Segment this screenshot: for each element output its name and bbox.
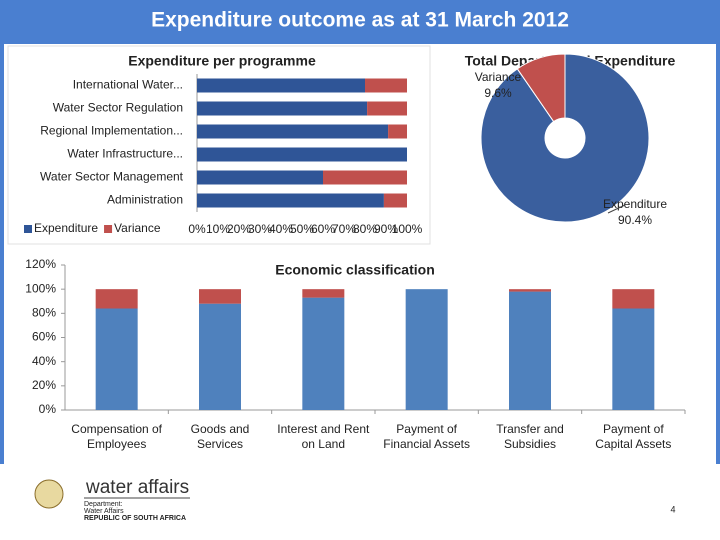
x-tick-label: Transfer and Subsidies — [496, 422, 564, 451]
y-tick-label: International Water... — [73, 78, 183, 92]
title-bar — [0, 0, 720, 44]
bar-segment — [302, 297, 345, 410]
bar-segment — [197, 101, 368, 116]
x-tick-box: Compensation of Employees — [71, 422, 163, 451]
x-tick-label: Goods and Services — [190, 422, 250, 451]
bar-segment — [509, 291, 551, 410]
bar-segment — [197, 147, 407, 162]
y-tick-label: 0% — [39, 402, 57, 416]
y-tick-label: Water Sector Management — [40, 170, 184, 184]
x-tick-label: 80% — [353, 222, 377, 236]
y-tick-label: 60% — [32, 330, 56, 344]
x-tick-box: Payment of Capital Assets — [595, 422, 672, 451]
bar-segment — [367, 101, 407, 116]
donut-slice — [480, 53, 650, 223]
bar-segment — [95, 289, 138, 309]
y-tick-label: Water Infrastructure... — [67, 147, 183, 161]
logo-line: Water Affairs — [84, 508, 124, 515]
bar-segment — [388, 124, 407, 139]
logo-line: Department: — [84, 501, 123, 508]
x-tick-label: 10% — [206, 222, 230, 236]
x-tick-label: Payment of Capital Assets — [595, 422, 672, 451]
x-tick-box: Goods and Services — [190, 422, 250, 451]
x-tick-label: 90% — [374, 222, 398, 236]
x-tick-label: 60% — [311, 222, 335, 236]
x-tick-label: 50% — [290, 222, 314, 236]
legend-label: Variance — [114, 221, 161, 235]
bar-segment — [405, 289, 448, 410]
y-tick-label: 120% — [25, 257, 56, 271]
x-tick-box: Transfer and Subsidies — [496, 422, 564, 451]
chart-title: Expenditure per programme — [128, 53, 316, 69]
x-tick-label: 0% — [188, 222, 206, 236]
x-tick-label: Payment of Financial Assets — [383, 422, 471, 451]
bar-segment — [383, 193, 407, 208]
logo-line: REPUBLIC OF SOUTH AFRICA — [84, 515, 186, 522]
legend-label: Expenditure — [34, 221, 98, 235]
bar-segment — [612, 308, 655, 410]
bar-segment — [509, 289, 551, 292]
x-tick-box: Payment of Financial Assets — [383, 422, 471, 451]
y-tick-label: 100% — [25, 281, 56, 295]
right-strip — [716, 44, 720, 464]
emblem — [34, 479, 64, 509]
x-tick-label: 20% — [227, 222, 251, 236]
bar-segment — [197, 170, 323, 185]
logo-name: water affairs — [85, 477, 189, 498]
chart-frame — [7, 45, 431, 245]
slice-label: 90.4% — [618, 213, 652, 227]
slice-name: Variance — [475, 70, 522, 84]
bar-segment — [199, 303, 241, 410]
x-tick-box: Interest and Rent on Land — [277, 422, 370, 451]
bar-segment — [365, 78, 407, 93]
slide-title: Expenditure outcome as at 31 March 2012 — [151, 9, 569, 32]
x-tick-label: 100% — [392, 222, 423, 236]
y-tick-label: Water Sector Regulation — [53, 101, 183, 115]
page-number: 4 — [670, 504, 675, 514]
leader-line — [607, 204, 626, 214]
bar-segment — [197, 124, 389, 139]
y-tick-label: 20% — [32, 378, 56, 392]
y-tick-label: Administration — [107, 193, 183, 207]
y-tick-label: Regional Implementation... — [40, 124, 183, 138]
legend-swatch — [104, 225, 113, 233]
chart-title: Economic classification — [275, 262, 435, 278]
y-tick-label: 40% — [32, 354, 56, 368]
bar-segment — [197, 193, 384, 208]
x-tick-label: 70% — [332, 222, 356, 236]
x-tick-label: 30% — [248, 222, 272, 236]
donut-slice — [516, 53, 566, 123]
slice-label: 9.6% — [484, 86, 512, 100]
bar-segment — [197, 78, 365, 93]
logo: water affairs Department: Water Affairs … — [34, 477, 190, 522]
x-tick-label: 40% — [269, 222, 293, 236]
slice-name: Expenditure — [603, 197, 667, 211]
x-tick-label: Compensation of Employees — [71, 422, 163, 451]
legend-swatch — [24, 225, 32, 233]
left-strip — [0, 44, 4, 464]
bar-segment — [302, 289, 345, 298]
bar-segment — [199, 289, 241, 304]
bar-segment — [95, 308, 138, 410]
y-tick-label: 80% — [32, 306, 56, 320]
bar-segment — [323, 170, 407, 185]
x-tick-label: Interest and Rent on Land — [277, 422, 370, 451]
bar-segment — [612, 289, 655, 309]
